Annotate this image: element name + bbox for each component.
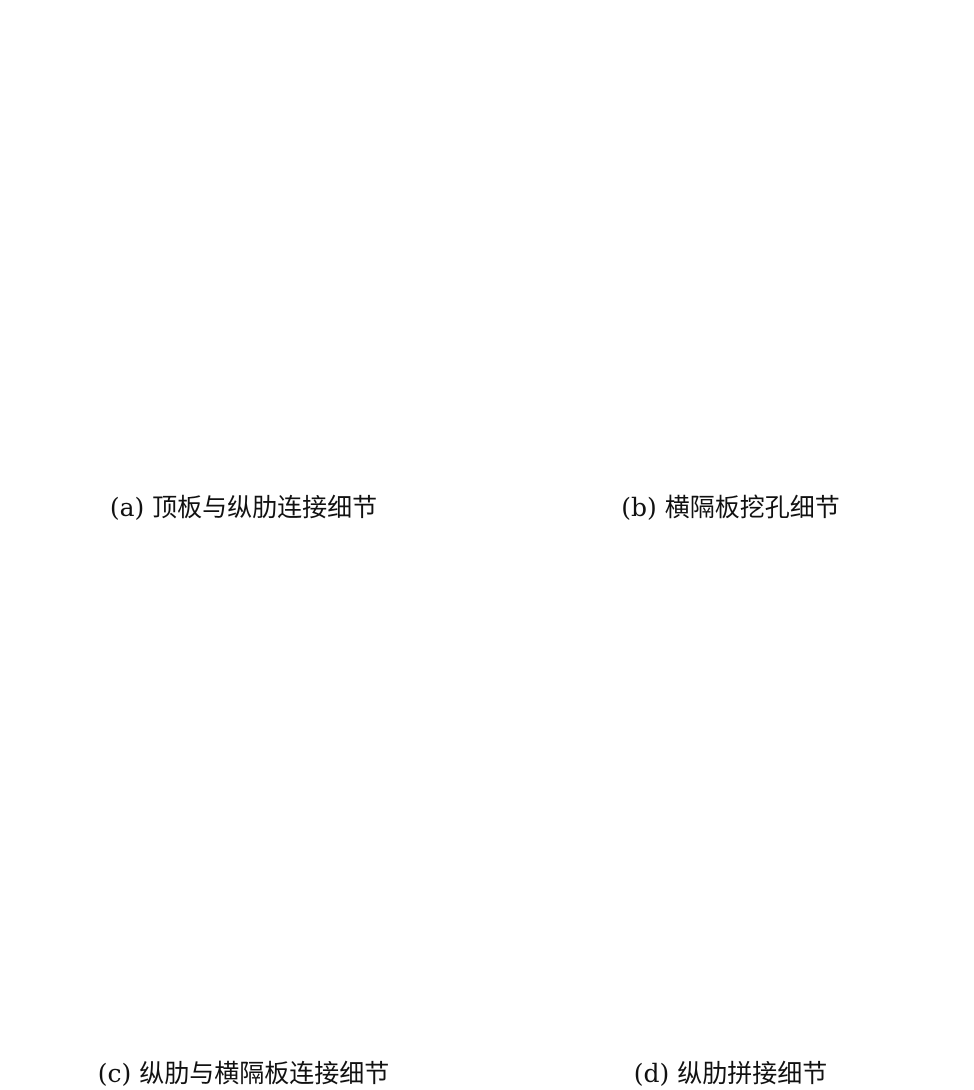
chart-b-svg bbox=[487, 0, 974, 480]
caption-b: (b) 横隔板挖孔细节 bbox=[621, 493, 840, 522]
panel-a: (a) 顶板与纵肋连接细节 bbox=[0, 0, 487, 544]
panel-c: (c) 纵肋与横隔板连接细节 bbox=[0, 544, 487, 1088]
panel-b: (b) 横隔板挖孔细节 bbox=[487, 0, 974, 544]
chart-d-svg bbox=[487, 544, 974, 1034]
caption-d: (d) 纵肋拼接细节 bbox=[633, 1059, 828, 1088]
chart-a-svg bbox=[0, 0, 487, 480]
caption-a: (a) 顶板与纵肋连接细节 bbox=[109, 493, 378, 522]
caption-c: (c) 纵肋与横隔板连接细节 bbox=[97, 1059, 390, 1088]
chart-c-svg bbox=[0, 544, 487, 1034]
panel-d: (d) 纵肋拼接细节 bbox=[487, 544, 974, 1088]
